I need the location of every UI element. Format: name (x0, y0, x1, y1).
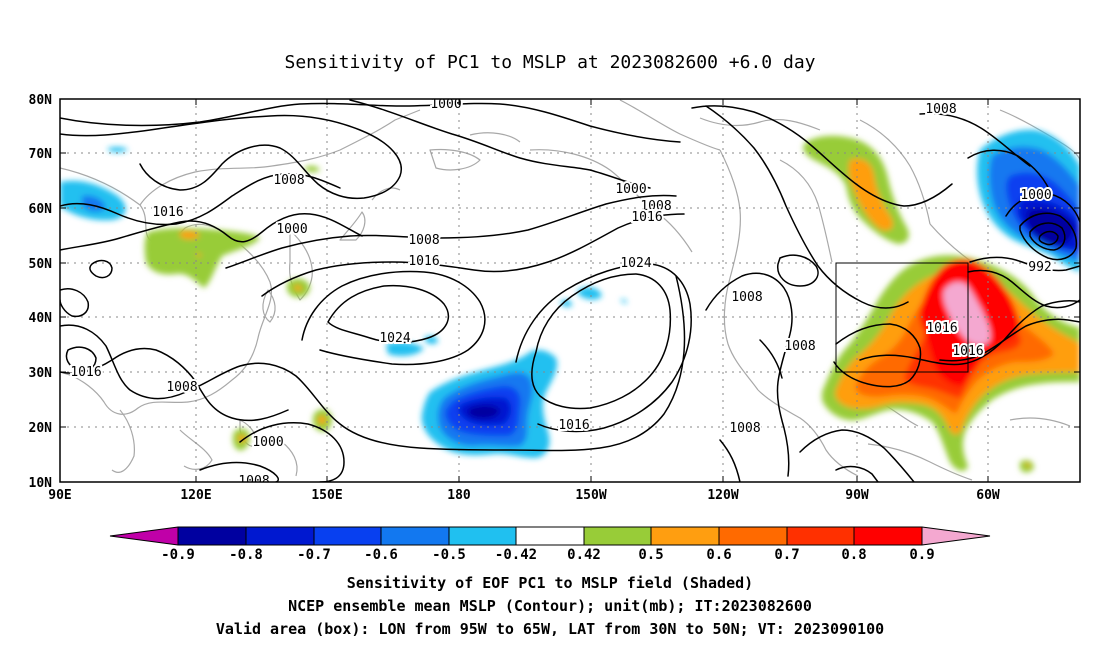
contour-labels: 1000 1008 1016 1008 1000 1000 1008 1016 … (68, 97, 1053, 489)
colorbar-label: 0.8 (841, 547, 866, 563)
lat-label: 50N (29, 257, 53, 272)
colorbar-cell (381, 527, 449, 545)
colorbar-cell (651, 527, 719, 545)
valid-area-box (835, 262, 969, 373)
lon-label: 90W (845, 488, 869, 503)
contour-label: 1008 (729, 421, 760, 436)
colorbar-cell (854, 527, 922, 545)
contour-label: 1008 (238, 474, 269, 489)
lon-label: 180 (447, 488, 471, 503)
colorbar-cell (516, 527, 584, 545)
contour-label: 1016 (631, 210, 662, 225)
contour-label: 1016 (408, 254, 439, 269)
lon-label: 150W (575, 488, 606, 503)
lon-label: 120E (180, 488, 211, 503)
colorbar-label: -0.7 (297, 547, 331, 563)
contour-label: 992 (1028, 260, 1051, 275)
lat-label: 40N (29, 311, 53, 326)
contour-label: 1008 (640, 199, 671, 214)
colorbar-label: 0.9 (909, 547, 934, 563)
contour-label: 1024 (379, 331, 410, 346)
colorbar-label: -0.6 (364, 547, 398, 563)
colorbar-label: -0.42 (495, 547, 537, 563)
contour-label: 1000 (276, 222, 307, 237)
contour-label: 1008 (408, 233, 439, 248)
lon-label: 60W (976, 488, 1000, 503)
latitude-labels: 80N 70N 60N 50N 40N 30N 20N 10N (29, 93, 53, 491)
lat-label: 30N (29, 366, 53, 381)
colorbar: -0.9 -0.8 -0.7 -0.6 -0.5 -0.42 0.42 0.5 … (109, 526, 991, 563)
colorbar-cell (449, 527, 516, 545)
colorbar-label: -0.5 (432, 547, 466, 563)
lon-label: 150E (311, 488, 342, 503)
colorbar-cell (922, 527, 990, 545)
colorbar-label: 0.5 (638, 547, 663, 563)
colorbar-cell (110, 527, 178, 545)
contour-label: 1008 (166, 380, 197, 395)
colorbar-label: 0.42 (567, 547, 601, 563)
contour-label: 1000 (252, 435, 283, 450)
colorbar-cell (314, 527, 381, 545)
colorbar-cell (584, 527, 651, 545)
colorbar-cell (719, 527, 787, 545)
lon-label: 120W (707, 488, 738, 503)
sensitivity-shading (60, 129, 1080, 473)
contour-label: 1008 (731, 290, 762, 305)
contour-label: 1000 (1020, 188, 1051, 203)
contour-label: 1000 (615, 182, 646, 197)
lat-label: 70N (29, 147, 53, 162)
contour-label: 1008 (784, 339, 815, 354)
colorbar-cell (246, 527, 314, 545)
positive-sensitivity-shading (144, 135, 1080, 473)
colorbar-label: 0.7 (774, 547, 799, 563)
colorbar-labels: -0.9 -0.8 -0.7 -0.6 -0.5 -0.42 0.42 0.5 … (161, 547, 935, 563)
graticule (60, 99, 1080, 482)
colorbar-label: -0.8 (229, 547, 263, 563)
colorbar-cell (787, 527, 854, 545)
map-frame (59, 98, 1081, 483)
map-area: 1000 1008 1016 1008 1000 1000 1008 1016 … (60, 97, 1080, 489)
map-title: Sensitivity of PC1 to MSLP at 2023082600… (284, 52, 815, 73)
lon-label: 90E (48, 488, 71, 503)
lat-label: 80N (29, 93, 53, 108)
longitude-labels: 90E 120E 150E 180 150W 120W 90W 60W (48, 488, 1000, 503)
contour-label: 1024 (620, 256, 651, 271)
lat-label: 20N (29, 421, 53, 436)
contour-label: 1016 (558, 418, 589, 433)
contour-label: 1016 (70, 365, 101, 380)
caption-line: Valid area (box): LON from 95W to 65W, L… (216, 620, 884, 638)
lat-label: 10N (29, 476, 53, 491)
colorbar-label: -0.9 (161, 547, 195, 563)
axis-ticks (60, 98, 1080, 483)
contour-label: 1008 (925, 102, 956, 117)
contour-label: 1008 (273, 173, 304, 188)
mslp-contours (60, 99, 1080, 482)
colorbar-label: 0.6 (706, 547, 731, 563)
colorbar-cell (178, 527, 246, 545)
lat-label: 60N (29, 202, 53, 217)
caption-line: Sensitivity of EOF PC1 to MSLP field (Sh… (347, 574, 753, 592)
caption-line: NCEP ensemble mean MSLP (Contour); unit(… (288, 597, 812, 615)
contour-label: 1016 (926, 321, 957, 336)
captions: Sensitivity of EOF PC1 to MSLP field (Sh… (216, 574, 884, 638)
contour-label: 1016 (152, 205, 183, 220)
contour-label: 1000 (430, 97, 461, 112)
